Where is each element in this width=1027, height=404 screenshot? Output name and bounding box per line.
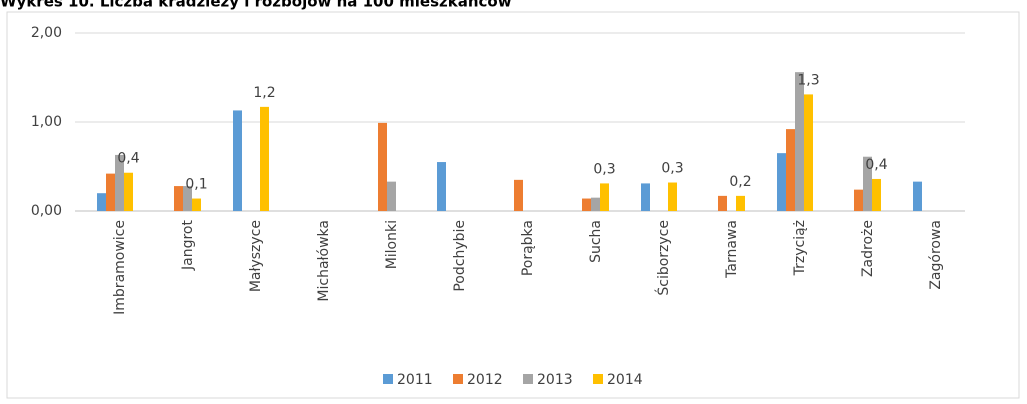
bar bbox=[913, 181, 922, 211]
bar bbox=[387, 181, 396, 211]
bar bbox=[718, 195, 727, 211]
legend-label: 2014 bbox=[607, 372, 643, 388]
bar bbox=[260, 106, 269, 211]
data-label: 0,3 bbox=[593, 161, 615, 177]
bar bbox=[786, 129, 795, 211]
bar bbox=[872, 178, 881, 211]
x-tick-label: Michałówka bbox=[316, 220, 332, 302]
x-tick-label: Zadroże bbox=[860, 220, 876, 277]
bar bbox=[514, 179, 523, 211]
data-label: 0,2 bbox=[729, 174, 751, 190]
data-label: 1,3 bbox=[797, 72, 819, 88]
x-tick-label: Jangrot bbox=[180, 220, 196, 271]
x-tick-label: Imbramowice bbox=[112, 220, 128, 315]
y-tick-label: 0,00 bbox=[31, 203, 62, 219]
x-tick-label: Małyszyce bbox=[248, 220, 264, 292]
data-label: 0,1 bbox=[185, 177, 207, 193]
legend-swatch bbox=[523, 374, 533, 384]
x-tick-label: Tarnawa bbox=[724, 220, 740, 279]
bar bbox=[641, 183, 650, 211]
legend-swatch bbox=[593, 374, 603, 384]
bar bbox=[97, 193, 106, 211]
bar bbox=[804, 94, 813, 211]
bar bbox=[124, 172, 133, 211]
legend-label: 2012 bbox=[467, 372, 503, 388]
y-tick-label: 2,00 bbox=[31, 25, 62, 41]
bar bbox=[106, 173, 115, 211]
legend-label: 2013 bbox=[537, 372, 573, 388]
bar bbox=[233, 110, 242, 211]
bar bbox=[777, 153, 786, 211]
bar bbox=[115, 154, 124, 211]
legend-swatch bbox=[453, 374, 463, 384]
chart-title: Wykres 10. Liczba kradzieży i rozbojów n… bbox=[0, 0, 512, 11]
bar bbox=[600, 183, 609, 211]
bar bbox=[795, 72, 804, 211]
x-tick-label: Zagórowa bbox=[928, 220, 944, 290]
bar bbox=[192, 198, 201, 211]
legend-label: 2011 bbox=[397, 372, 433, 388]
bar bbox=[582, 198, 591, 211]
bar bbox=[174, 186, 183, 211]
legend-swatch bbox=[383, 374, 393, 384]
bar bbox=[378, 122, 387, 211]
bar bbox=[863, 156, 872, 211]
x-tick-label: Porąbka bbox=[520, 220, 536, 276]
data-label: 0,4 bbox=[117, 151, 139, 167]
bar bbox=[854, 189, 863, 211]
y-tick-label: 1,00 bbox=[31, 114, 62, 130]
data-label: 0,3 bbox=[661, 161, 683, 177]
x-tick-label: Sucha bbox=[588, 220, 604, 263]
bar bbox=[736, 195, 745, 211]
x-tick-label: Podchybie bbox=[452, 220, 468, 292]
data-label: 0,4 bbox=[865, 157, 887, 173]
bar bbox=[668, 182, 677, 211]
bar bbox=[437, 162, 446, 211]
bar bbox=[591, 197, 600, 211]
bar bbox=[183, 186, 192, 211]
x-tick-label: Ściborzyce bbox=[654, 220, 672, 296]
x-tick-label: Trzyciąż bbox=[792, 220, 808, 276]
data-label: 1,2 bbox=[253, 85, 275, 101]
x-tick-label: Milonki bbox=[384, 220, 400, 269]
